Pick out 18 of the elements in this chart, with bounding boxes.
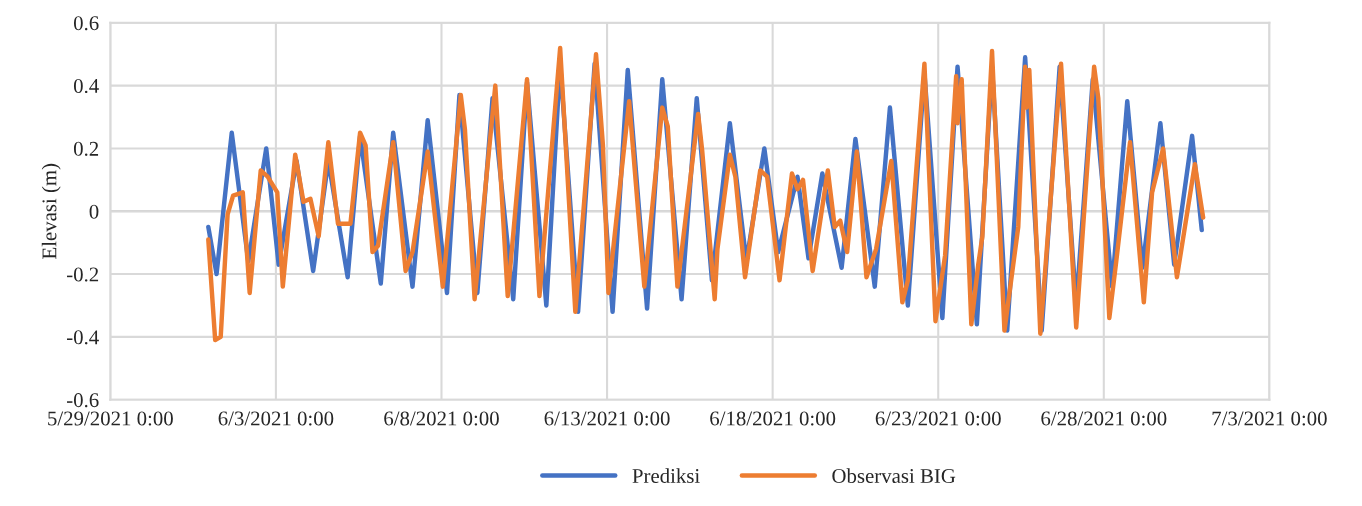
y-tick-label: -0.4 — [67, 330, 99, 345]
x-tick-label: 6/18/2021 0:00 — [710, 411, 836, 426]
legend-label: Observasi BIG — [832, 468, 956, 484]
x-tick-label: 6/13/2021 0:00 — [544, 411, 670, 426]
y-tick-label: -0.6 — [67, 393, 99, 408]
x-tick-label: 6/8/2021 0:00 — [384, 411, 499, 426]
x-tick-label: 7/3/2021 0:00 — [1212, 411, 1327, 426]
y-tick-label: 0.6 — [73, 16, 99, 31]
x-tick-label: 6/28/2021 0:00 — [1041, 411, 1167, 426]
y-tick-label: 0 — [89, 204, 99, 219]
y-tick-label: 0.4 — [73, 78, 99, 94]
y-tick-label: -0.2 — [67, 267, 99, 282]
legend-label: Prediksi — [632, 468, 700, 484]
x-tick-label: 6/23/2021 0:00 — [875, 411, 1001, 426]
x-tick-label: 5/29/2021 0:00 — [48, 411, 173, 426]
y-tick-label: 0.2 — [73, 141, 99, 156]
y-axis-title: Elevasi (m) — [41, 163, 61, 259]
x-tick-label: 6/3/2021 0:00 — [218, 411, 334, 426]
